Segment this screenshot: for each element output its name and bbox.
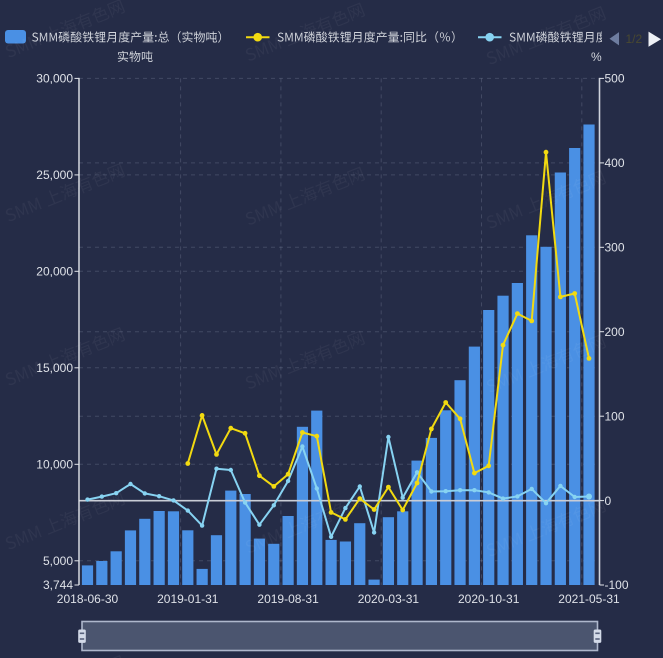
svg-text:2018-06-30: 2018-06-30 [57, 592, 119, 606]
svg-text:400: 400 [605, 156, 625, 170]
svg-text:2019-01-31: 2019-01-31 [157, 592, 219, 606]
svg-text:3,744: 3,744 [43, 578, 73, 592]
svg-text:200: 200 [605, 325, 625, 339]
svg-text:100: 100 [605, 409, 625, 423]
svg-text:10,000: 10,000 [36, 458, 73, 472]
svg-text:1/2: 1/2 [626, 32, 643, 46]
svg-text:2020-10-31: 2020-10-31 [458, 592, 520, 606]
svg-text:30,000: 30,000 [36, 72, 73, 86]
svg-text:-100: -100 [605, 578, 629, 592]
svg-text:0: 0 [605, 494, 612, 508]
svg-text:%: % [591, 50, 602, 64]
svg-text:500: 500 [605, 72, 625, 86]
svg-text:2020-03-31: 2020-03-31 [358, 592, 420, 606]
svg-text:25,000: 25,000 [36, 168, 73, 182]
svg-text:300: 300 [605, 241, 625, 255]
svg-text:2019-08-31: 2019-08-31 [257, 592, 319, 606]
svg-text:20,000: 20,000 [36, 265, 73, 279]
svg-text:2021-05-31: 2021-05-31 [558, 592, 620, 606]
svg-text:5,000: 5,000 [43, 554, 73, 568]
